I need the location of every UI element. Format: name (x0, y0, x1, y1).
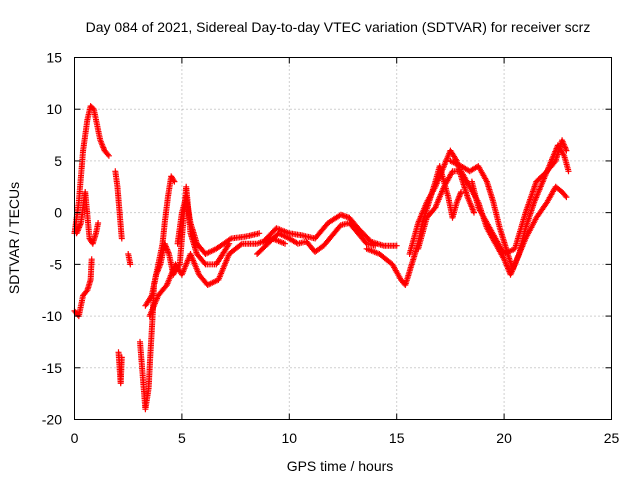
y-tick-label: -15 (42, 360, 62, 376)
y-axis-ticks: -20 -15 -10 -5 0 5 10 15 (42, 50, 612, 428)
data-series (71, 103, 572, 413)
x-tick-label: 0 (71, 430, 79, 446)
data-point (237, 241, 244, 248)
plot-frame (74, 57, 612, 420)
data-point (201, 260, 208, 267)
data-point (562, 192, 569, 199)
series-track-d (112, 168, 125, 242)
data-point (471, 209, 477, 216)
series-track-f (125, 251, 134, 268)
x-tick-label: 25 (604, 430, 620, 446)
series-track-p (447, 142, 572, 273)
series-track-j (174, 194, 263, 257)
series-track-l (260, 211, 400, 249)
data-point (563, 147, 570, 154)
series-track-e (115, 349, 125, 387)
x-tick-label: 5 (178, 430, 186, 446)
data-point (393, 242, 400, 249)
data-point (127, 261, 134, 268)
series-track-c (71, 256, 95, 320)
grid-lines (74, 57, 612, 420)
data-point (171, 178, 178, 185)
y-tick-label: -5 (50, 256, 63, 272)
data-point (118, 354, 125, 361)
data-point (256, 230, 263, 237)
x-axis-ticks: 0 5 10 15 20 25 (71, 57, 620, 446)
data-point (89, 105, 96, 112)
y-tick-label: 15 (46, 50, 62, 66)
data-point (170, 177, 177, 184)
y-axis-label: SDTVAR / TECUs (6, 182, 22, 294)
series-track-i (146, 235, 288, 320)
data-point (105, 152, 112, 159)
series-track-b (73, 189, 102, 247)
data-point (565, 168, 572, 175)
series-track-a (71, 103, 112, 237)
x-axis-label: GPS time / hours (287, 458, 394, 474)
data-point (88, 256, 95, 263)
chart-title: Day 084 of 2021, Sidereal Day-to-day VTE… (86, 19, 591, 35)
x-tick-label: 15 (389, 430, 405, 446)
data-point (95, 220, 102, 226)
x-tick-label: 10 (282, 430, 298, 446)
x-tick-label: 20 (496, 430, 512, 446)
data-point (104, 151, 111, 158)
series-track-g (137, 173, 178, 413)
y-tick-label: 10 (46, 101, 62, 117)
y-tick-label: -10 (42, 308, 62, 324)
data-point (282, 240, 288, 247)
y-tick-label: 5 (54, 153, 62, 169)
y-tick-label: -20 (42, 412, 62, 428)
data-point (563, 194, 570, 201)
y-tick-label: 0 (54, 205, 62, 221)
data-point (118, 235, 125, 242)
series-track-q (468, 137, 570, 257)
